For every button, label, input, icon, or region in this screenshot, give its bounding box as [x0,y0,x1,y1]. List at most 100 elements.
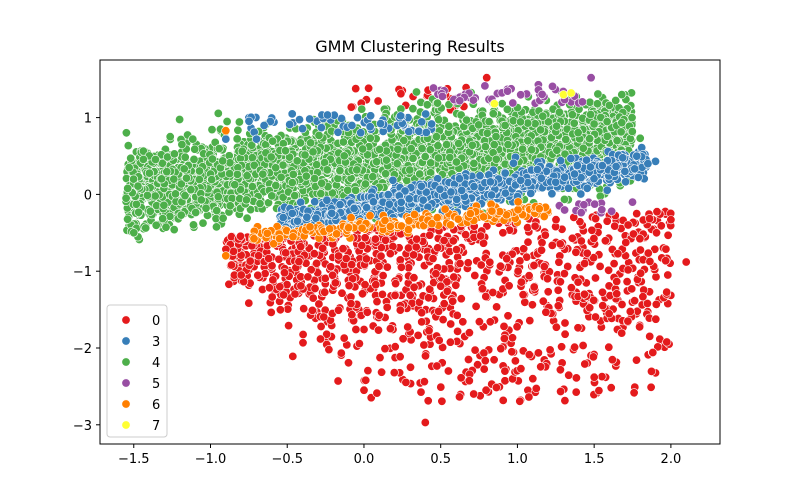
point-cluster-4 [352,165,362,175]
point-cluster-0 [391,279,401,289]
point-cluster-0 [425,230,435,240]
point-cluster-4 [300,150,310,160]
point-cluster-0 [661,256,671,266]
point-cluster-0 [324,345,334,355]
point-cluster-4 [426,158,436,168]
point-cluster-4 [301,171,311,181]
point-cluster-4 [491,132,501,142]
point-cluster-0 [496,344,506,354]
point-cluster-0 [652,207,662,217]
point-cluster-4 [151,220,161,230]
point-cluster-4 [335,166,345,176]
point-cluster-0 [446,319,456,329]
point-cluster-0 [245,256,255,266]
point-cluster-0 [326,262,336,272]
point-cluster-4 [227,193,237,203]
point-cluster-4 [444,121,454,131]
point-cluster-0 [471,301,481,311]
point-cluster-4 [393,144,403,154]
point-cluster-0 [424,326,434,336]
point-cluster-0 [385,324,395,334]
point-cluster-4 [617,118,627,128]
point-cluster-0 [645,256,655,266]
point-cluster-4 [425,145,435,155]
point-cluster-4 [333,174,343,184]
point-cluster-4 [612,136,622,146]
point-cluster-0 [595,261,605,271]
point-cluster-0 [590,312,600,322]
point-cluster-0 [279,268,289,278]
point-cluster-0 [651,314,661,324]
point-cluster-0 [268,275,278,285]
point-cluster-0 [409,282,419,292]
point-cluster-0 [623,316,633,326]
point-cluster-4 [358,144,368,154]
point-cluster-0 [448,236,458,246]
point-cluster-0 [333,376,343,386]
point-cluster-4 [488,109,498,119]
point-cluster-4 [474,120,484,130]
point-cluster-0 [500,366,510,376]
point-cluster-0 [604,342,614,352]
point-cluster-0 [492,302,502,312]
point-cluster-4 [225,169,235,179]
point-cluster-0 [663,270,673,280]
point-cluster-4 [145,206,155,216]
point-cluster-0 [555,239,565,249]
point-cluster-0 [582,248,592,258]
point-cluster-4 [290,191,300,201]
point-cluster-0 [537,238,547,248]
point-cluster-4 [578,143,588,153]
chart-title: GMM Clustering Results [315,37,504,56]
point-cluster-4 [569,118,579,128]
point-cluster-4 [491,154,501,164]
point-cluster-0 [405,290,415,300]
point-cluster-0 [337,288,347,298]
point-cluster-0 [651,272,661,282]
point-cluster-4 [372,157,382,167]
point-cluster-4 [538,111,548,121]
point-cluster-0 [662,337,672,347]
point-cluster-0 [536,362,546,372]
point-cluster-0 [523,223,533,233]
point-cluster-0 [382,262,392,272]
point-cluster-0 [420,417,430,427]
point-cluster-0 [395,255,405,265]
point-cluster-0 [531,383,541,393]
point-cluster-0 [328,270,338,280]
point-cluster-0 [445,337,455,347]
point-cluster-0 [612,276,622,286]
point-cluster-0 [580,258,590,268]
point-cluster-0 [542,274,552,284]
point-cluster-0 [463,354,473,364]
point-cluster-0 [645,331,655,341]
point-cluster-0 [431,269,441,279]
point-cluster-0 [524,271,534,281]
point-cluster-0 [298,329,308,339]
point-cluster-0 [423,396,433,406]
point-cluster-4 [589,119,599,129]
point-cluster-0 [554,257,564,267]
point-cluster-4 [225,201,235,211]
point-cluster-0 [380,344,390,354]
point-cluster-0 [363,366,373,376]
point-cluster-0 [464,328,474,338]
point-cluster-0 [346,299,356,309]
point-cluster-0 [346,102,356,112]
point-cluster-0 [515,396,525,406]
point-cluster-0 [606,383,616,393]
point-cluster-4 [162,167,172,177]
point-cluster-0 [663,230,673,240]
point-cluster-0 [504,281,514,291]
point-cluster-0 [631,355,641,365]
point-cluster-0 [666,215,676,225]
point-cluster-4 [585,97,595,107]
point-cluster-0 [429,277,439,287]
point-cluster-0 [455,258,465,268]
point-cluster-0 [635,322,645,332]
point-cluster-0 [395,352,405,362]
point-cluster-0 [597,372,607,382]
point-cluster-0 [495,261,505,271]
point-cluster-4 [586,110,596,120]
data-points [121,73,691,427]
